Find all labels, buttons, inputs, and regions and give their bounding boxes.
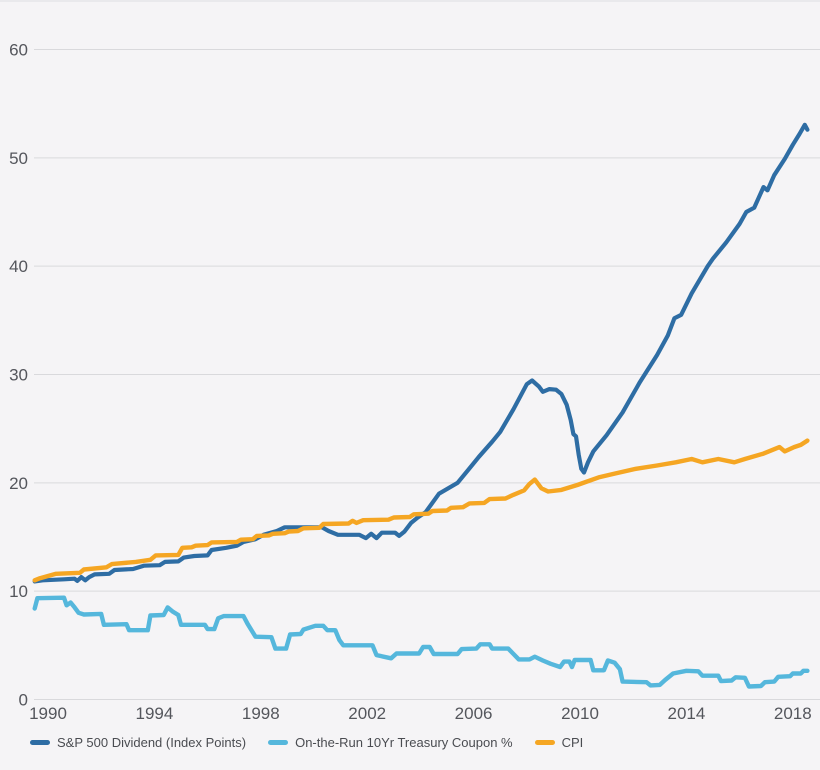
x-tick-label: 2006 (455, 704, 493, 723)
y-tick-label: 30 (9, 366, 28, 385)
series-line-1 (32, 595, 810, 689)
legend-label: S&P 500 Dividend (Index Points) (57, 735, 247, 750)
y-tick-label: 60 (9, 41, 28, 60)
legend-item-1[interactable]: On-the-Run 10Yr Treasury Coupon % (268, 735, 513, 750)
y-tick-label: 0 (19, 691, 28, 710)
legend-marker-icon (30, 740, 50, 745)
x-axis-tick-labels: 1990 1994 1998 2002 2006 2010 2014 2018 (29, 704, 812, 723)
y-tick-label: 50 (9, 149, 28, 168)
x-tick-label: 1998 (242, 704, 280, 723)
series-lines (32, 122, 810, 689)
y-tick-label: 40 (9, 257, 28, 276)
series-line-2 (32, 438, 810, 583)
legend-marker-icon (534, 740, 555, 745)
legend-label: On-the-Run 10Yr Treasury Coupon % (295, 735, 513, 750)
x-tick-label: 2018 (774, 704, 812, 723)
y-tick-label: 10 (9, 582, 28, 601)
x-tick-label: 2014 (667, 704, 705, 723)
x-tick-label: 2010 (561, 704, 599, 723)
gridlines (34, 49, 820, 700)
legend: S&P 500 Dividend (Index Points) On-the-Ru… (30, 735, 583, 750)
x-tick-label: 2002 (348, 704, 386, 723)
y-tick-label: 20 (9, 474, 28, 493)
legend-marker-icon (268, 740, 289, 745)
legend-item-0[interactable]: S&P 500 Dividend (Index Points) (30, 735, 246, 750)
y-axis-tick-labels: 0 10 20 30 40 50 60 (9, 41, 28, 710)
series-line-0 (32, 122, 810, 584)
x-tick-label: 1990 (29, 704, 67, 723)
legend-item-2[interactable]: CPI (534, 735, 584, 750)
x-tick-label: 1994 (135, 704, 173, 723)
legend-label: CPI (561, 735, 584, 750)
